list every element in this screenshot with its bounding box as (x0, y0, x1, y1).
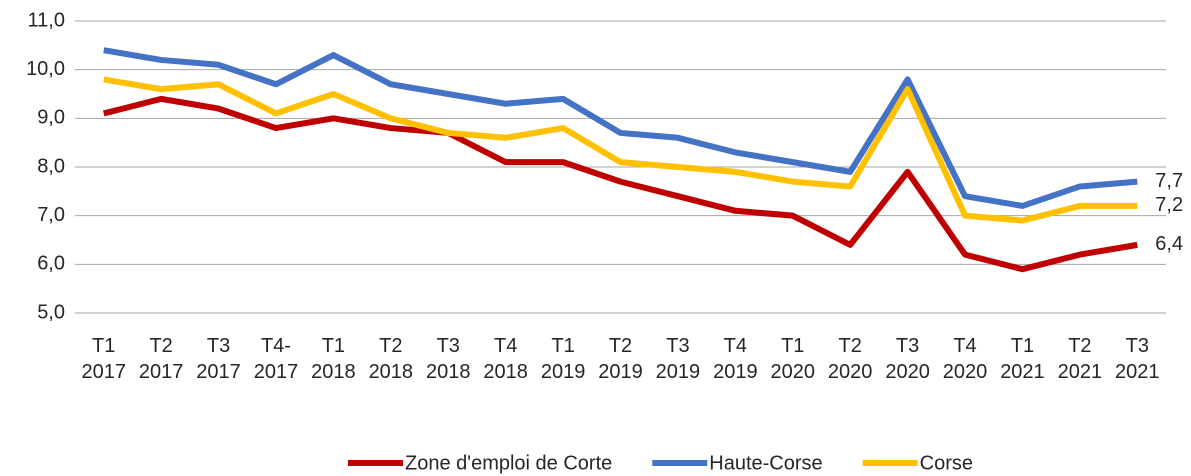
x-tick-label: T1 2018 (311, 335, 356, 383)
x-tick-label: T3 2019 (656, 335, 701, 383)
x-tick-label: T3 2018 (426, 335, 471, 383)
y-tick-label: 7,0 (37, 204, 65, 226)
x-tick-label: T2 2021 (1058, 335, 1103, 383)
x-tick-label: T4 2020 (943, 335, 988, 383)
x-tick-label-line: T3 (896, 335, 919, 357)
series-line (102, 95, 1138, 273)
x-tick-label: T4- 2017 (254, 335, 299, 383)
x-tick-label-line: T2 (1068, 335, 1091, 357)
x-tick-label-line: 2019 (598, 361, 643, 383)
x-tick-label-line: 2019 (541, 361, 586, 383)
x-tick-label-line: 2018 (483, 361, 528, 383)
legend-label: Zone d'emploi de Corte (405, 452, 612, 474)
x-tick-label-line: T2 (149, 335, 172, 357)
x-tick-label-line: 2018 (311, 361, 356, 383)
y-tick-label: 10,0 (26, 58, 65, 80)
x-tick-label: T4 2019 (713, 335, 758, 383)
x-tick-label: T1 2019 (541, 335, 586, 383)
data-label: 7,2 (1155, 194, 1183, 216)
data-label: 6,4 (1155, 233, 1183, 255)
x-tick-label-line: T4 (494, 335, 517, 357)
x-tick-label: T1 2017 (81, 335, 126, 383)
y-tick-label: 9,0 (37, 107, 65, 129)
x-tick-label-line: T3 (666, 335, 689, 357)
x-tick-label: T3 2021 (1115, 335, 1160, 383)
y-tick-label: 8,0 (37, 155, 65, 177)
x-tick-label: T1 2021 (1000, 335, 1045, 383)
x-tick-label-line: T1 (551, 335, 574, 357)
x-tick-label: T2 2018 (369, 335, 414, 383)
x-tick-label-line: 2019 (713, 361, 758, 383)
x-tick-label-line: 2018 (369, 361, 414, 383)
x-tick-label-line: T1 (781, 335, 804, 357)
x-tick-label-line: 2017 (81, 361, 126, 383)
x-tick-label-line: 2017 (254, 361, 299, 383)
x-tick-label-line: T3 (1126, 335, 1149, 357)
data-label: 7,7 (1155, 170, 1183, 192)
y-tick-label: 5,0 (37, 301, 65, 323)
y-tick-label: 6,0 (37, 253, 65, 275)
x-tick-label-line: T3 (437, 335, 460, 357)
legend: Zone d'emploi de Corte Haute-Corse Corse (347, 452, 973, 474)
x-tick-label-line: 2020 (885, 361, 930, 383)
x-tick-label-line: 2021 (1115, 361, 1160, 383)
x-tick-label-line: T4 (724, 335, 747, 357)
x-tick-label-line: T1 (1011, 335, 1034, 357)
series-line (103, 76, 1138, 224)
x-tick-label-line: 2020 (828, 361, 873, 383)
x-tick-label-line: T4 (953, 335, 976, 357)
x-tick-label-line: T1 (92, 335, 115, 357)
series-line (103, 47, 1138, 209)
x-tick-label-line: T2 (379, 335, 402, 357)
y-tick-label: 11,0 (28, 9, 65, 31)
x-tick-label-line: 2021 (1000, 361, 1045, 383)
x-tick-label-line: 2019 (656, 361, 701, 383)
x-tick-label-line: T2 (839, 335, 862, 357)
x-tick-label-line: T4- (261, 335, 291, 357)
x-tick-label-line: T3 (207, 335, 230, 357)
x-tick-label-line: T1 (322, 335, 345, 357)
legend-label: Corse (920, 452, 973, 474)
x-tick-label-line: 2017 (196, 361, 241, 383)
legend-label: Haute-Corse (709, 452, 822, 474)
x-tick-label: T1 2020 (771, 335, 816, 383)
x-tick-label-line: 2021 (1058, 361, 1103, 383)
x-tick-label: T3 2017 (196, 335, 241, 383)
x-tick-label-line: 2020 (943, 361, 988, 383)
x-tick-label-line: 2020 (771, 361, 816, 383)
x-tick-label: T3 2020 (885, 335, 930, 383)
x-tick-label: T2 2017 (139, 335, 184, 383)
x-tick-label-line: 2017 (139, 361, 184, 383)
x-tick-label-line: 2018 (426, 361, 471, 383)
x-tick-label: T4 2018 (483, 335, 528, 383)
x-tick-label: T2 2020 (828, 335, 873, 383)
x-tick-label: T2 2019 (598, 335, 643, 383)
x-tick-label-line: T2 (609, 335, 632, 357)
